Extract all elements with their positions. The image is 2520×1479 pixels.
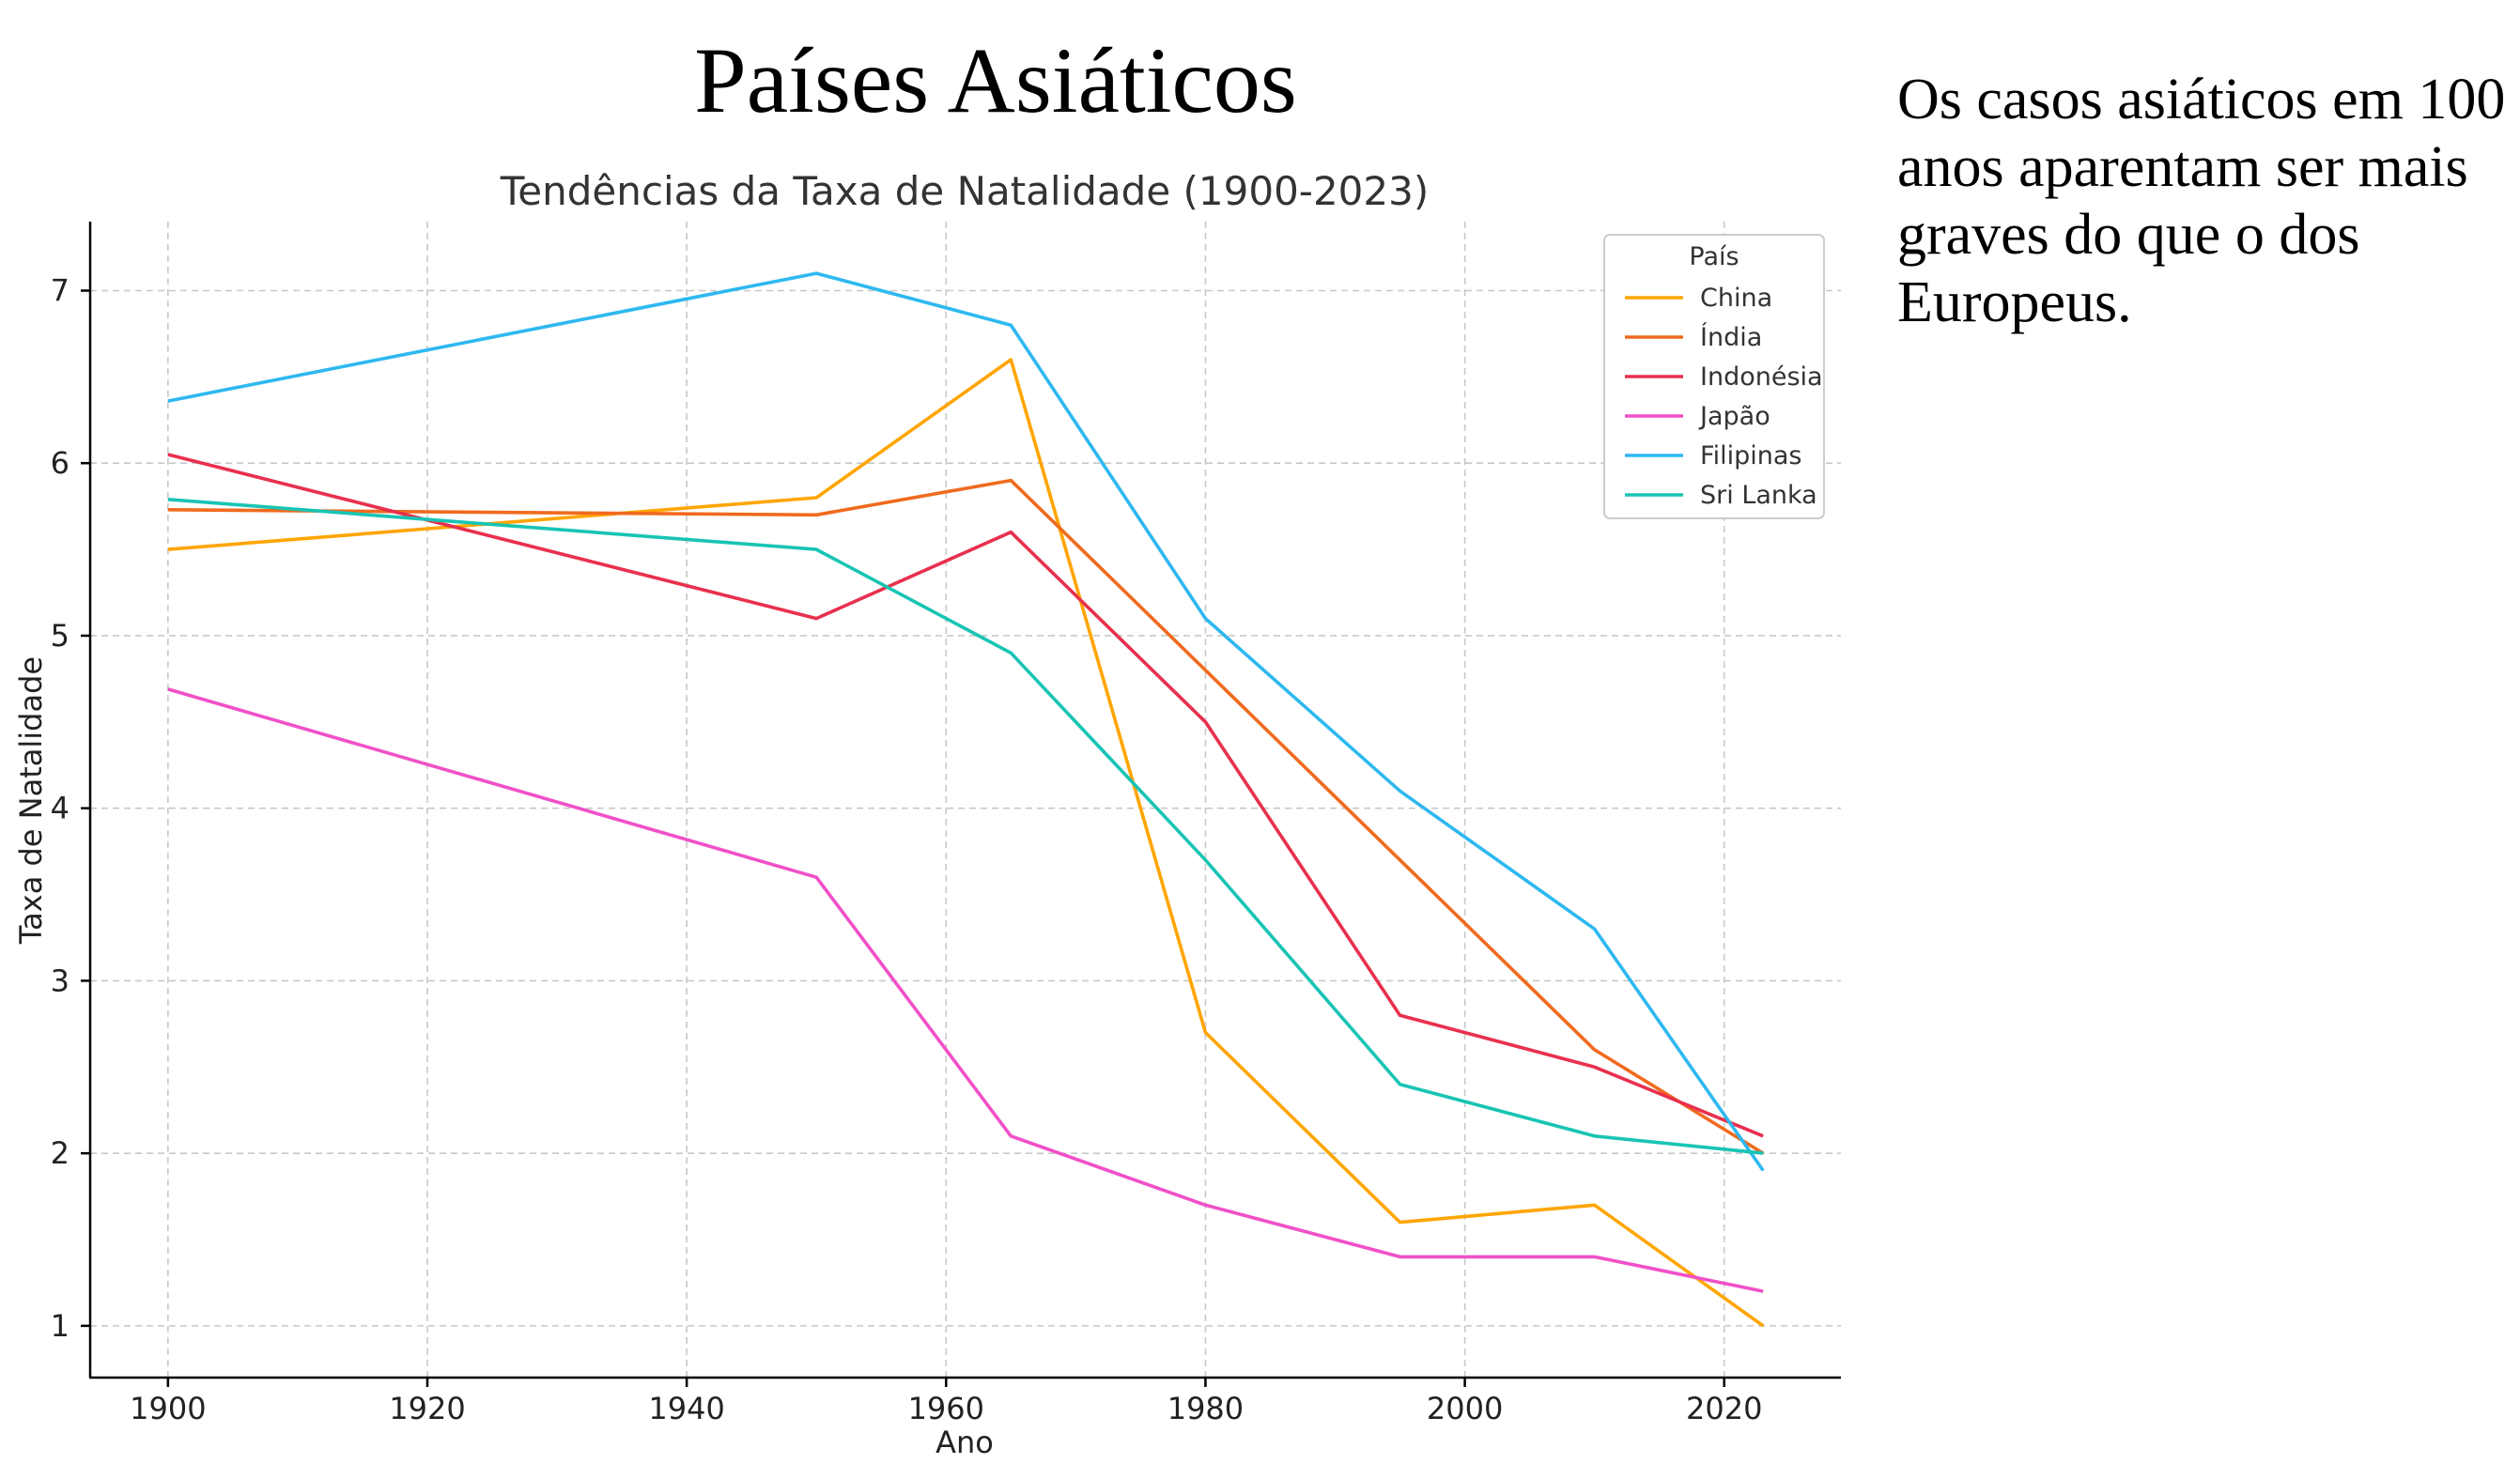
chart-title: Tendências da Taxa de Natalidade (1900-2… (500, 168, 1429, 214)
y-tick-label: 1 (51, 1308, 70, 1344)
x-tick-label: 1900 (130, 1391, 206, 1426)
legend-label: Índia (1700, 322, 1762, 352)
series-line (167, 358, 1765, 1328)
legend-label: Indonésia (1700, 362, 1823, 392)
x-tick-label: 1980 (1167, 1391, 1244, 1426)
chart-grid (90, 222, 1841, 1378)
y-axis-label: Taxa de Natalidade (13, 656, 49, 945)
y-tick-label: 7 (51, 272, 70, 308)
x-tick-label: 1920 (389, 1391, 465, 1426)
chart-series (167, 271, 1765, 1328)
x-tick-label: 2020 (1686, 1391, 1762, 1426)
y-tick-label: 3 (51, 963, 70, 998)
side-note: Os casos asiáticos em 100 anos aparentam… (1897, 68, 2506, 334)
y-tick-label: 4 (51, 791, 70, 826)
series-line (167, 687, 1764, 1293)
legend-label: Filipinas (1700, 441, 1801, 470)
legend-title: País (1689, 242, 1739, 271)
chart-legend: País China Índia Indonésia Japão Filipinas Sr… (1603, 234, 1825, 519)
y-tick-label: 5 (51, 618, 70, 654)
x-tick-label: 2000 (1427, 1391, 1503, 1426)
x-tick-label: 1940 (648, 1391, 724, 1426)
legend-box (1603, 234, 1825, 519)
legend-label: Sri Lanka (1700, 481, 1817, 510)
series-line (167, 498, 1764, 1155)
series-line (167, 271, 1765, 1172)
series-line (167, 478, 1765, 1155)
legend-label: Japão (1698, 402, 1770, 431)
slide-title: Países Asiáticos (694, 28, 1297, 132)
x-tick-label: 1960 (908, 1391, 984, 1426)
y-tick-label: 6 (51, 445, 70, 481)
y-tick-label: 2 (51, 1135, 70, 1171)
chart-ticks: 1900 1920 1940 1960 1980 2000 2020 1 2 3 4 5 6 7 (51, 272, 1763, 1426)
x-axis-label: Ano (935, 1425, 994, 1460)
chart-axes (88, 222, 1841, 1379)
legend-label: China (1700, 284, 1772, 313)
series-line (167, 453, 1764, 1138)
